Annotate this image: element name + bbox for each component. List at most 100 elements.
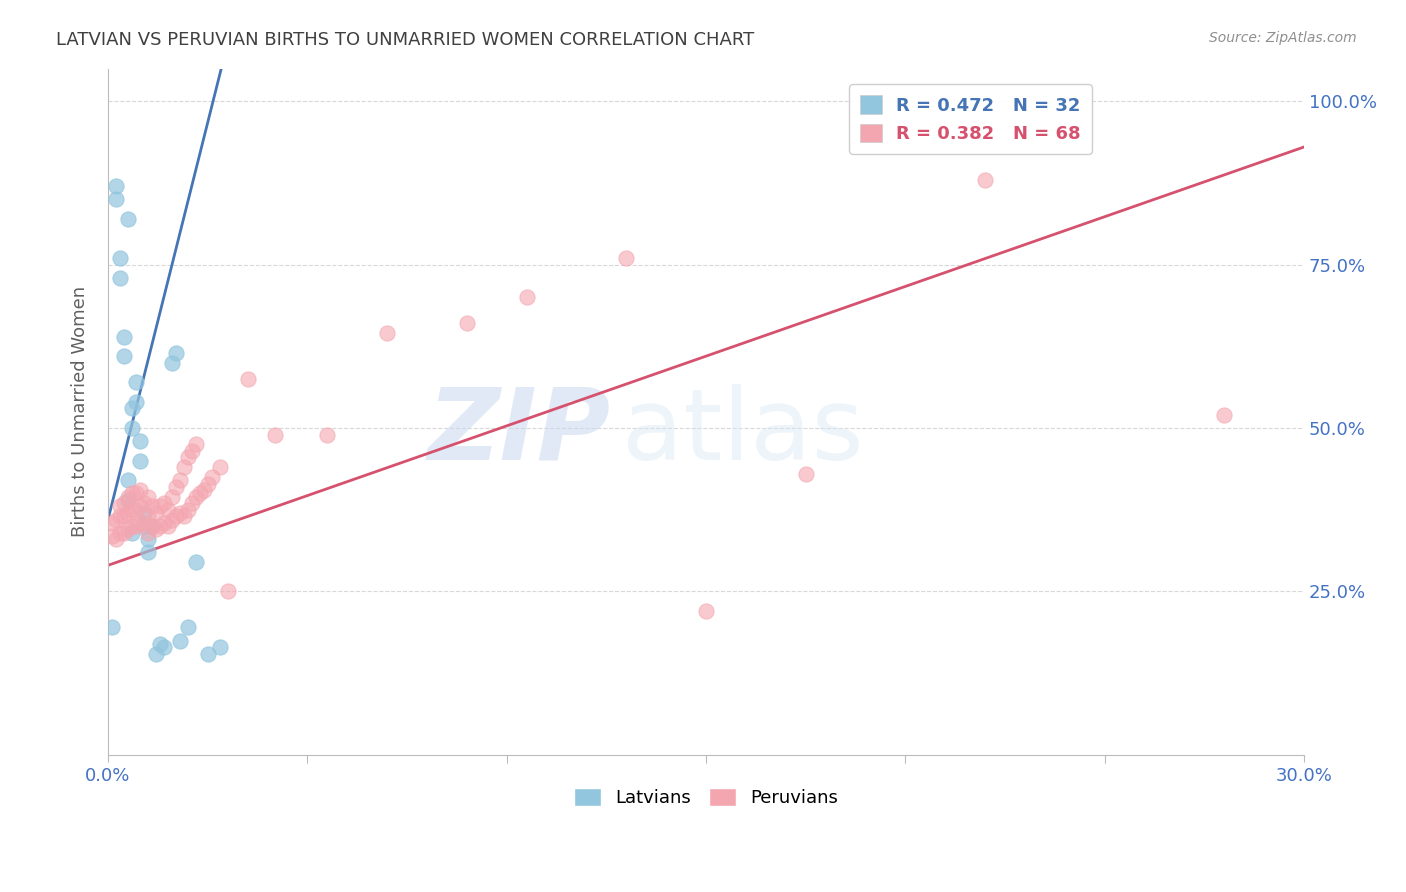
Point bbox=[193, 483, 215, 498]
Y-axis label: Births to Unmarried Women: Births to Unmarried Women bbox=[72, 286, 89, 537]
Point bbox=[149, 500, 172, 514]
Point bbox=[136, 490, 159, 504]
Point bbox=[104, 512, 127, 526]
Point bbox=[121, 401, 143, 416]
Point bbox=[160, 356, 183, 370]
Point bbox=[1213, 408, 1236, 422]
Point bbox=[145, 506, 167, 520]
Point bbox=[128, 483, 150, 498]
Point bbox=[125, 486, 148, 500]
Point bbox=[121, 525, 143, 540]
Point bbox=[121, 421, 143, 435]
Point bbox=[169, 506, 191, 520]
Point bbox=[108, 270, 131, 285]
Point bbox=[104, 532, 127, 546]
Text: ZIP: ZIP bbox=[427, 384, 610, 481]
Legend: Latvians, Peruvians: Latvians, Peruvians bbox=[567, 780, 845, 814]
Point bbox=[112, 525, 135, 540]
Point bbox=[201, 470, 224, 484]
Point bbox=[208, 640, 231, 654]
Point bbox=[121, 502, 143, 516]
Point bbox=[141, 519, 163, 533]
Point bbox=[108, 251, 131, 265]
Point bbox=[125, 502, 148, 516]
Point bbox=[101, 529, 124, 543]
Point bbox=[184, 437, 207, 451]
Point bbox=[180, 496, 202, 510]
Point bbox=[197, 476, 219, 491]
Point bbox=[101, 516, 124, 530]
Point bbox=[153, 640, 176, 654]
Text: LATVIAN VS PERUVIAN BIRTHS TO UNMARRIED WOMEN CORRELATION CHART: LATVIAN VS PERUVIAN BIRTHS TO UNMARRIED … bbox=[56, 31, 755, 49]
Point bbox=[128, 500, 150, 514]
Point bbox=[614, 251, 637, 265]
Point bbox=[112, 329, 135, 343]
Point bbox=[128, 434, 150, 449]
Point bbox=[375, 326, 398, 341]
Point bbox=[145, 522, 167, 536]
Point bbox=[156, 502, 179, 516]
Point bbox=[108, 500, 131, 514]
Point bbox=[197, 647, 219, 661]
Point bbox=[136, 509, 159, 524]
Point bbox=[794, 467, 817, 481]
Point bbox=[165, 509, 187, 524]
Point bbox=[184, 490, 207, 504]
Text: Source: ZipAtlas.com: Source: ZipAtlas.com bbox=[1209, 31, 1357, 45]
Text: atlas: atlas bbox=[623, 384, 863, 481]
Point bbox=[125, 376, 148, 390]
Point bbox=[208, 460, 231, 475]
Point bbox=[173, 509, 195, 524]
Point bbox=[112, 349, 135, 363]
Point bbox=[153, 516, 176, 530]
Point bbox=[153, 496, 176, 510]
Point bbox=[149, 519, 172, 533]
Point bbox=[136, 545, 159, 559]
Point bbox=[117, 211, 139, 226]
Point bbox=[177, 620, 200, 634]
Point bbox=[974, 172, 997, 186]
Point bbox=[117, 522, 139, 536]
Point bbox=[695, 604, 717, 618]
Point bbox=[217, 584, 239, 599]
Point bbox=[136, 532, 159, 546]
Point bbox=[264, 427, 287, 442]
Point bbox=[108, 525, 131, 540]
Point bbox=[117, 506, 139, 520]
Point bbox=[117, 490, 139, 504]
Point bbox=[117, 492, 139, 507]
Point bbox=[180, 444, 202, 458]
Point bbox=[456, 317, 478, 331]
Point bbox=[141, 519, 163, 533]
Point bbox=[132, 496, 155, 510]
Point bbox=[316, 427, 339, 442]
Point bbox=[236, 372, 259, 386]
Point bbox=[141, 500, 163, 514]
Point bbox=[121, 486, 143, 500]
Point bbox=[136, 525, 159, 540]
Point bbox=[516, 290, 538, 304]
Point bbox=[121, 519, 143, 533]
Point bbox=[165, 346, 187, 360]
Point bbox=[101, 620, 124, 634]
Point bbox=[132, 519, 155, 533]
Point bbox=[128, 516, 150, 530]
Point bbox=[173, 460, 195, 475]
Point bbox=[169, 633, 191, 648]
Point bbox=[160, 490, 183, 504]
Point bbox=[184, 555, 207, 569]
Point bbox=[145, 647, 167, 661]
Point bbox=[165, 480, 187, 494]
Point bbox=[188, 486, 211, 500]
Point bbox=[108, 509, 131, 524]
Point bbox=[132, 516, 155, 530]
Point bbox=[125, 519, 148, 533]
Point bbox=[156, 519, 179, 533]
Point bbox=[117, 474, 139, 488]
Point bbox=[177, 450, 200, 465]
Point bbox=[104, 179, 127, 194]
Point bbox=[128, 454, 150, 468]
Point bbox=[169, 474, 191, 488]
Point bbox=[112, 496, 135, 510]
Point bbox=[104, 192, 127, 206]
